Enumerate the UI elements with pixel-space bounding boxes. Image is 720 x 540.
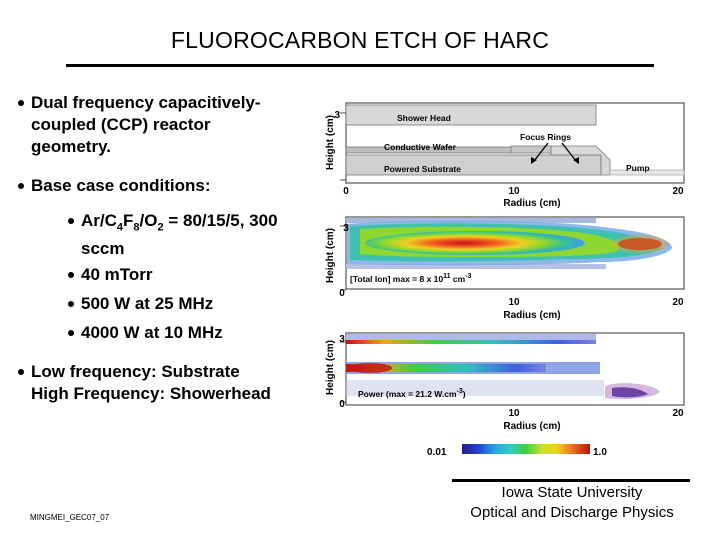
- bullet-text: Dual frequency capacitively-: [31, 93, 261, 112]
- conductive-wafer-label: Conductive Wafer: [384, 142, 457, 152]
- bullet-text: geometry.: [31, 137, 111, 156]
- power-deposition-panel: [340, 332, 685, 406]
- bullet-dot: [68, 301, 74, 307]
- bullet-dot: [18, 369, 24, 375]
- bullet-text: Base case conditions:: [31, 176, 211, 195]
- bullet-text: 40 mTorr: [81, 265, 153, 284]
- organization-name: Iowa State University: [501, 484, 643, 501]
- bullet-text: coupled (CCP) reactor: [31, 115, 211, 134]
- footer-rule: [452, 479, 690, 482]
- y-tick-bottom: 0: [339, 288, 345, 299]
- colorbar: [462, 444, 590, 454]
- bullet-text: 500 W at 25 MHz: [81, 294, 214, 313]
- x-tick-20: 20: [672, 408, 684, 419]
- colorbar-max-label: 1.0: [593, 447, 607, 458]
- bullet-reactor-geometry: Dual frequency capacitively- coupled (CC…: [18, 92, 318, 158]
- bullet-frequency: Low frequency: Substrate High Frequency:…: [18, 361, 328, 405]
- y-tick-top: 3: [343, 223, 349, 234]
- x-tick-10: 10: [508, 408, 520, 419]
- x-tick-10: 10: [508, 186, 520, 197]
- x-tick-20: 20: [672, 297, 684, 308]
- y-tick-top: 3: [334, 110, 340, 121]
- ion-density-annotation: [Total Ion] max = 8 x 1011 cm-3: [350, 273, 472, 284]
- powered-substrate-label: Powered Substrate: [384, 164, 461, 174]
- gas-mix-text-line2: sccm: [81, 239, 125, 259]
- sub-bullet-power-10mhz: 4000 W at 10 MHz: [68, 322, 318, 344]
- x-axis-label-panel2: Radius (cm): [503, 310, 560, 321]
- bullet-dot: [68, 272, 74, 278]
- x-tick-20: 20: [672, 186, 684, 197]
- y-axis-label-panel1: Height (cm): [325, 115, 336, 170]
- bullet-base-case: Base case conditions:: [18, 175, 318, 197]
- y-axis-label-panel2: Height (cm): [325, 228, 336, 283]
- colorbar-min-label: 0.01: [427, 447, 447, 458]
- x-tick-10: 10: [508, 297, 520, 308]
- slide-code: MINGMEI_GEC07_07: [30, 513, 110, 522]
- focus-rings-label: Focus Rings: [520, 132, 571, 142]
- sub-bullet-pressure: 40 mTorr: [68, 264, 318, 286]
- shower-head-label: Shower Head: [397, 113, 451, 123]
- y-axis-label-panel3: Height (cm): [325, 340, 336, 395]
- title-underline: [66, 64, 654, 67]
- geometry-panel: [340, 102, 685, 184]
- power-annotation: Power (max = 21.2 W.cm-3): [358, 388, 466, 399]
- x-axis-label-panel3: Radius (cm): [503, 421, 560, 432]
- y-tick-top: 3: [339, 334, 345, 345]
- bullet-dot: [68, 218, 74, 224]
- x-axis-label-panel1: Radius (cm): [503, 198, 560, 209]
- bullet-dot: [18, 183, 24, 189]
- sub-bullet-power-25mhz: 500 W at 25 MHz: [68, 293, 318, 315]
- gas-mix-text: Ar/C4F8/O2 = 80/15/5, 300: [81, 211, 278, 234]
- bullet-text: High Frequency: Showerhead: [31, 384, 271, 403]
- pump-label: Pump: [626, 163, 650, 173]
- slide-title: FLUOROCARBON ETCH OF HARC: [170, 27, 550, 53]
- ion-density-panel: [340, 216, 685, 291]
- y-tick-bottom: 0: [339, 399, 345, 410]
- organization-group: Optical and Discharge Physics: [470, 504, 674, 521]
- sub-bullet-gas-mix: Ar/C4F8/O2 = 80/15/5, 300 sccm: [68, 210, 318, 260]
- bullet-text: 4000 W at 10 MHz: [81, 323, 223, 342]
- bullet-dot: [18, 100, 24, 106]
- y-tick-bottom: 0: [343, 186, 349, 197]
- bullet-text: Low frequency: Substrate: [31, 362, 240, 381]
- bullet-dot: [68, 330, 74, 336]
